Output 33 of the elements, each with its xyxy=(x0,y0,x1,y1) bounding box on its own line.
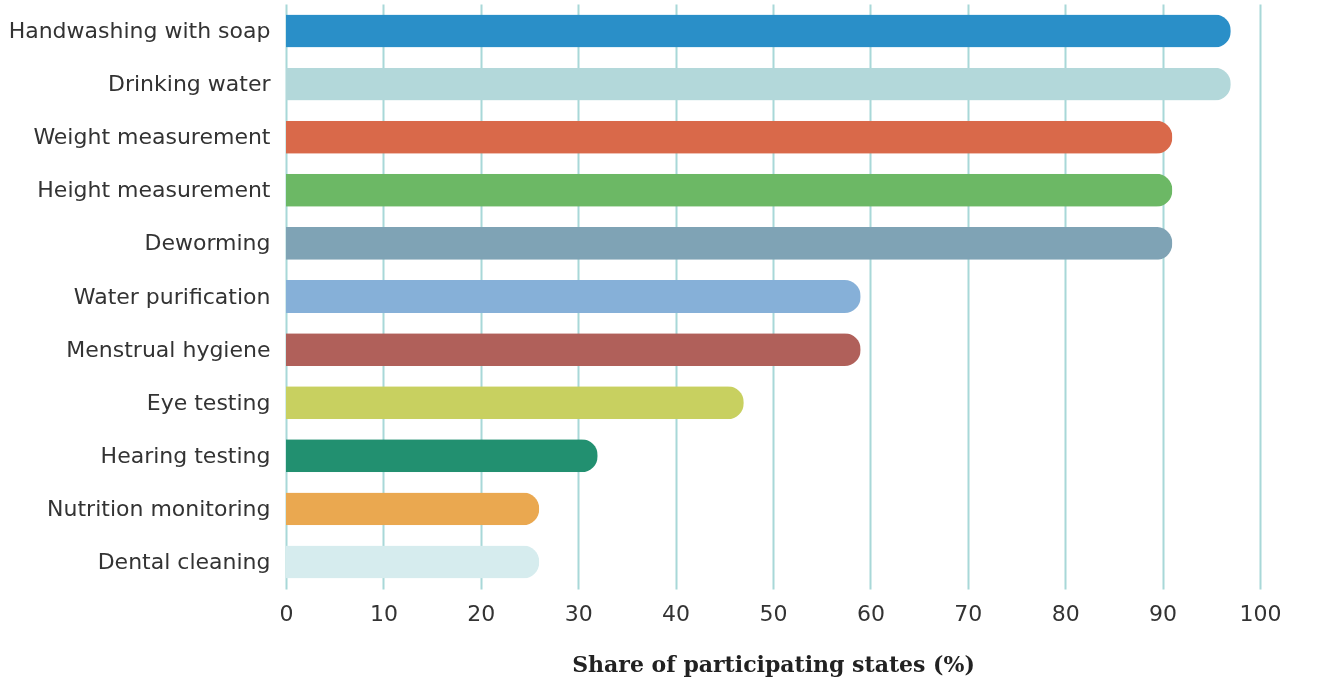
y-tick-label: Dental cleaning xyxy=(97,548,271,574)
y-tick-label: Hearing testing xyxy=(100,442,271,468)
bar xyxy=(286,492,540,526)
bar xyxy=(286,14,1231,48)
x-tick-label: 90 xyxy=(1149,600,1178,626)
bar xyxy=(286,226,1173,260)
x-tick-label: 100 xyxy=(1239,600,1282,626)
x-axis-title: Share of participating states (%) xyxy=(572,650,975,677)
x-tick-label: 30 xyxy=(564,600,593,626)
x-tick-label: 40 xyxy=(662,600,691,626)
x-tick-label: 20 xyxy=(467,600,496,626)
y-tick-label: Weight measurement xyxy=(33,124,271,150)
y-tick-label: Nutrition monitoring xyxy=(47,495,271,521)
bar xyxy=(286,545,540,579)
x-tick-label: 0 xyxy=(279,600,294,626)
y-tick-label: Eye testing xyxy=(146,389,271,415)
bar xyxy=(286,333,861,367)
bar xyxy=(286,280,861,313)
x-tick-label: 10 xyxy=(369,600,398,626)
bar xyxy=(286,386,744,420)
y-tick-label: Handwashing with soap xyxy=(8,18,271,44)
x-tick-label: 70 xyxy=(954,600,983,626)
x-tick-label: 50 xyxy=(759,600,788,626)
bar xyxy=(286,173,1173,207)
y-tick-label: Drinking water xyxy=(108,71,272,97)
y-tick-label: Height measurement xyxy=(37,177,271,203)
bar xyxy=(286,439,598,473)
bar xyxy=(286,120,1173,154)
y-tick-label: Water purification xyxy=(73,283,271,309)
y-tick-label: Deworming xyxy=(144,230,271,256)
y-tick-label: Menstrual hygiene xyxy=(66,336,271,362)
x-tick-label: 80 xyxy=(1051,600,1080,626)
x-tick-label: 60 xyxy=(856,600,885,626)
